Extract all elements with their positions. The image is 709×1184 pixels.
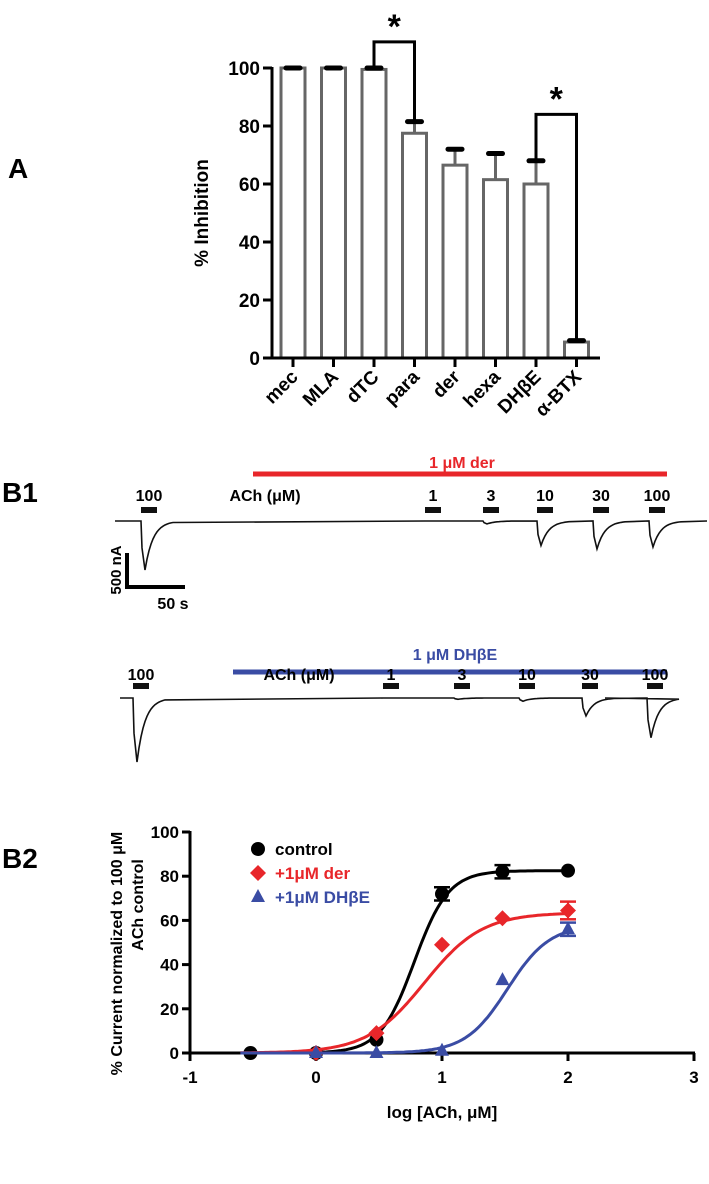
- ach-pulse-bar: [454, 683, 470, 689]
- ach-concentration-label: 100: [642, 667, 669, 684]
- bar: [360, 67, 388, 360]
- bar: [482, 178, 509, 360]
- y-tick-label: 60: [239, 175, 260, 196]
- x-tick-label: 2: [563, 1068, 572, 1087]
- data-point: [435, 886, 449, 901]
- y-tick-label: 60: [160, 911, 179, 930]
- ach-pulse-bar: [141, 507, 157, 513]
- y-tick-label: 0: [170, 1044, 179, 1063]
- ach-concentration-label: 100: [644, 488, 671, 505]
- data-point: [434, 936, 450, 953]
- bar: [279, 66, 307, 360]
- data-point: [309, 1045, 323, 1058]
- ach-concentration-label: 1: [387, 667, 396, 684]
- data-point: [369, 1045, 384, 1058]
- data-point: [435, 1042, 449, 1056]
- ach-concentration-label: 3: [458, 667, 467, 684]
- legend-marker: [250, 865, 266, 881]
- ach-concentration-label: 10: [536, 488, 554, 505]
- bar: [441, 163, 469, 360]
- ach-concentration-label: 100: [128, 667, 155, 684]
- ach-label: ACh (μM): [229, 488, 300, 505]
- legend-marker: [251, 889, 265, 902]
- significance-bracket: [372, 40, 416, 122]
- data-point: [560, 902, 576, 919]
- x-tick-label: MLA: [299, 366, 343, 410]
- bar: [522, 182, 550, 360]
- x-tick-label: para: [381, 366, 425, 410]
- y-axis-title: % Current normalized to 100 μM: [109, 832, 126, 1076]
- bar: [401, 131, 428, 360]
- x-tick-label: α-BTX: [532, 366, 587, 421]
- scale-bar-time-label: 50 s: [157, 596, 188, 613]
- y-axis-title: ACh control: [130, 859, 147, 951]
- ach-pulse-bar: [425, 507, 441, 513]
- ach-label: ACh (μM): [263, 667, 334, 684]
- y-tick-label: 100: [151, 823, 179, 842]
- bar: [563, 340, 590, 360]
- x-tick-label: 1: [437, 1068, 446, 1087]
- y-tick-label: 0: [249, 349, 260, 370]
- ach-pulse-bar: [383, 683, 399, 689]
- legend-marker: [251, 842, 265, 856]
- ach-concentration-label: 30: [581, 667, 599, 684]
- scale-bar: [125, 553, 185, 589]
- data-point: [495, 972, 510, 986]
- bar: [320, 66, 347, 360]
- data-point: [494, 910, 511, 927]
- scale-bar-current-label: 500 nA: [108, 545, 125, 594]
- panel-label-a: A: [8, 153, 28, 184]
- x-tick-label: dTC: [343, 366, 384, 407]
- x-tick-label: -1: [182, 1068, 197, 1087]
- fit-curve: [240, 912, 569, 1055]
- data-point: [368, 1025, 385, 1042]
- legend-label: +1μM der: [275, 864, 351, 883]
- ach-pulse-bar: [483, 507, 499, 513]
- x-tick-label: mec: [261, 366, 303, 408]
- y-tick-label: 40: [239, 233, 260, 254]
- y-tick-label: 100: [228, 59, 260, 80]
- ach-concentration-label: 100: [136, 488, 163, 505]
- data-point: [561, 863, 575, 878]
- data-point: [561, 921, 575, 935]
- fit-curve: [240, 930, 569, 1055]
- y-tick-label: 80: [160, 867, 179, 886]
- ach-pulse-bar: [519, 683, 535, 689]
- current-traces: 1 μM der ACh (μM) 100 1 3 10 30 100 1 μM DHβE ACh…: [108, 455, 708, 763]
- y-tick-label: 20: [160, 1000, 179, 1019]
- ach-pulse-bar: [133, 683, 149, 689]
- legend-label: control: [275, 840, 333, 859]
- y-axis-title: % Inhibition: [192, 159, 213, 267]
- drug-label: 1 μM der: [429, 455, 495, 472]
- drug-label: 1 μM DHβE: [413, 647, 498, 664]
- significance-star: *: [388, 8, 402, 46]
- x-tick-label: 3: [689, 1068, 698, 1087]
- significance-bracket: [534, 112, 578, 341]
- x-tick-label: 0: [311, 1068, 320, 1087]
- ach-pulse-bar: [649, 507, 665, 513]
- y-tick-label: 80: [239, 117, 260, 138]
- significance-star: *: [550, 80, 564, 118]
- ach-pulse-bar: [582, 683, 598, 689]
- ach-concentration-label: 30: [592, 488, 610, 505]
- legend-label: +1μM DHβE: [275, 888, 370, 907]
- current-trace: [120, 697, 680, 763]
- ach-concentration-label: 10: [518, 667, 536, 684]
- x-axis-title: log [ACh, μM]: [387, 1103, 497, 1122]
- panel-label-b1: B1: [2, 477, 38, 508]
- y-tick-label: 40: [160, 956, 179, 975]
- panel-label-b2: B2: [2, 843, 38, 874]
- ach-concentration-label: 1: [429, 488, 438, 505]
- y-tick-label: 20: [239, 291, 260, 312]
- data-point: [495, 864, 510, 879]
- ach-pulse-bar: [593, 507, 609, 513]
- current-trace: [115, 520, 708, 571]
- ach-pulse-bar: [647, 683, 663, 689]
- ach-concentration-label: 3: [487, 488, 496, 505]
- ach-pulse-bar: [537, 507, 553, 513]
